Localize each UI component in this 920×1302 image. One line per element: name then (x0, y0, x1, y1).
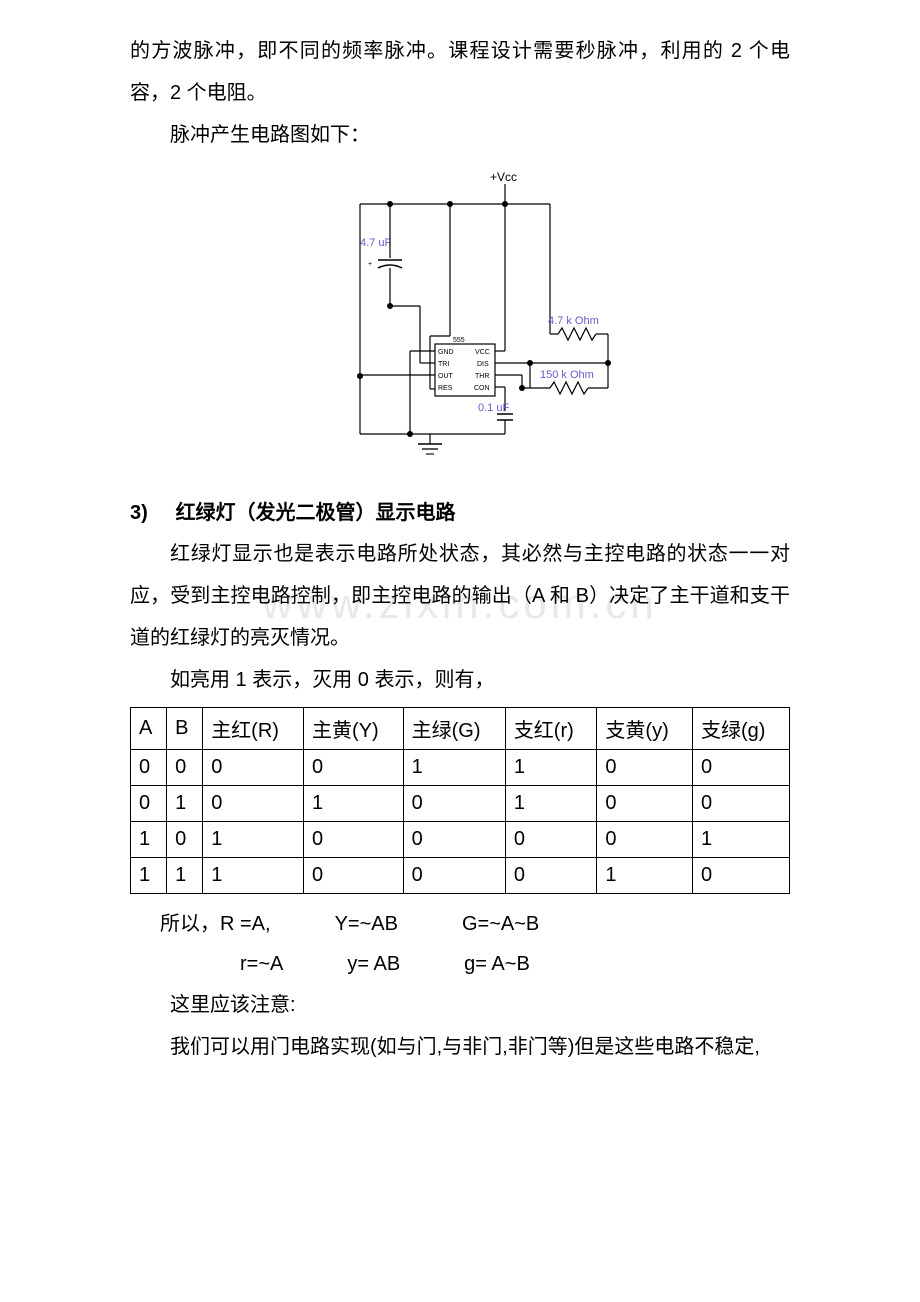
paragraph-1: 的方波脉冲，即不同的频率脉冲。课程设计需要秒脉冲，利用的 2 个电容，2 个电阻… (130, 30, 790, 114)
pin-res: RES (438, 385, 453, 392)
th-B: B (167, 708, 203, 750)
paragraph-4: 如亮用 1 表示，灭用 0 表示，则有， (130, 659, 790, 701)
page-content: 的方波脉冲，即不同的频率脉冲。课程设计需要秒脉冲，利用的 2 个电容，2 个电阻… (130, 30, 790, 1068)
th-Y: 主黄(Y) (304, 708, 404, 750)
table-row: 00001100 (131, 750, 790, 786)
c1-label: 4.7 uF (360, 237, 391, 249)
th-y: 支黄(y) (597, 708, 693, 750)
th-g: 支绿(g) (693, 708, 790, 750)
paragraph-5: 这里应该注意: (130, 984, 790, 1026)
chip-label: 555 (453, 337, 465, 344)
circuit-diagram: +Vcc 4.7 uF + (130, 166, 790, 466)
th-r: 支红(r) (505, 708, 597, 750)
eq-r: r=~A (240, 953, 283, 975)
pin-thr: THR (475, 373, 489, 380)
eq-y: y= AB (347, 953, 400, 975)
circuit-svg: +Vcc 4.7 uF + (290, 166, 630, 466)
equation-line-1: 所以，R =A, Y=~AB G=~A~B (160, 904, 790, 944)
table-row: 10100001 (131, 822, 790, 858)
pin-vcc: VCC (475, 349, 490, 356)
th-R: 主红(R) (203, 708, 304, 750)
paragraph-3: 红绿灯显示也是表示电路所处状态，其必然与主控电路的状态一一对应，受到主控电路控制… (130, 533, 790, 659)
pin-dis: DIS (477, 361, 489, 368)
eq-Y: Y=~AB (335, 913, 398, 935)
paragraph-6: 我们可以用门电路实现(如与门,与非门,非门等)但是这些电路不稳定, (130, 1026, 790, 1068)
c2-label: 0.1 uF (478, 402, 509, 414)
table-row: 11100010 (131, 858, 790, 894)
eq-prefix: 所以， (160, 913, 220, 935)
paragraph-2: 脉冲产生电路图如下： (130, 114, 790, 156)
pin-tri: TRI (438, 361, 449, 368)
table-body: 00001100 01010100 10100001 11100010 (131, 750, 790, 894)
pin-gnd: GND (438, 349, 454, 356)
svg-text:+: + (368, 261, 372, 268)
table-row: 01010100 (131, 786, 790, 822)
r2-label: 150 k Ohm (540, 369, 594, 381)
eq-G: G=~A~B (462, 913, 539, 935)
th-G: 主绿(G) (403, 708, 505, 750)
equation-line-2: r=~A y= AB g= A~B (240, 944, 790, 984)
eq-R: R =A, (220, 913, 271, 935)
vcc-label: +Vcc (490, 170, 517, 184)
eq-g: g= A~B (464, 953, 530, 975)
table-header-row: A B 主红(R) 主黄(Y) 主绿(G) 支红(r) 支黄(y) 支绿(g) (131, 708, 790, 750)
r1-label: 4.7 k Ohm (548, 315, 599, 327)
section-number: 3) (130, 502, 170, 525)
truth-table: A B 主红(R) 主黄(Y) 主绿(G) 支红(r) 支黄(y) 支绿(g) … (130, 707, 790, 894)
pin-out: OUT (438, 373, 454, 380)
section-3-heading: 3) 红绿灯（发光二极管）显示电路 (130, 496, 790, 525)
pin-con: CON (474, 385, 490, 392)
th-A: A (131, 708, 167, 750)
section-title: 红绿灯（发光二极管）显示电路 (176, 502, 456, 524)
